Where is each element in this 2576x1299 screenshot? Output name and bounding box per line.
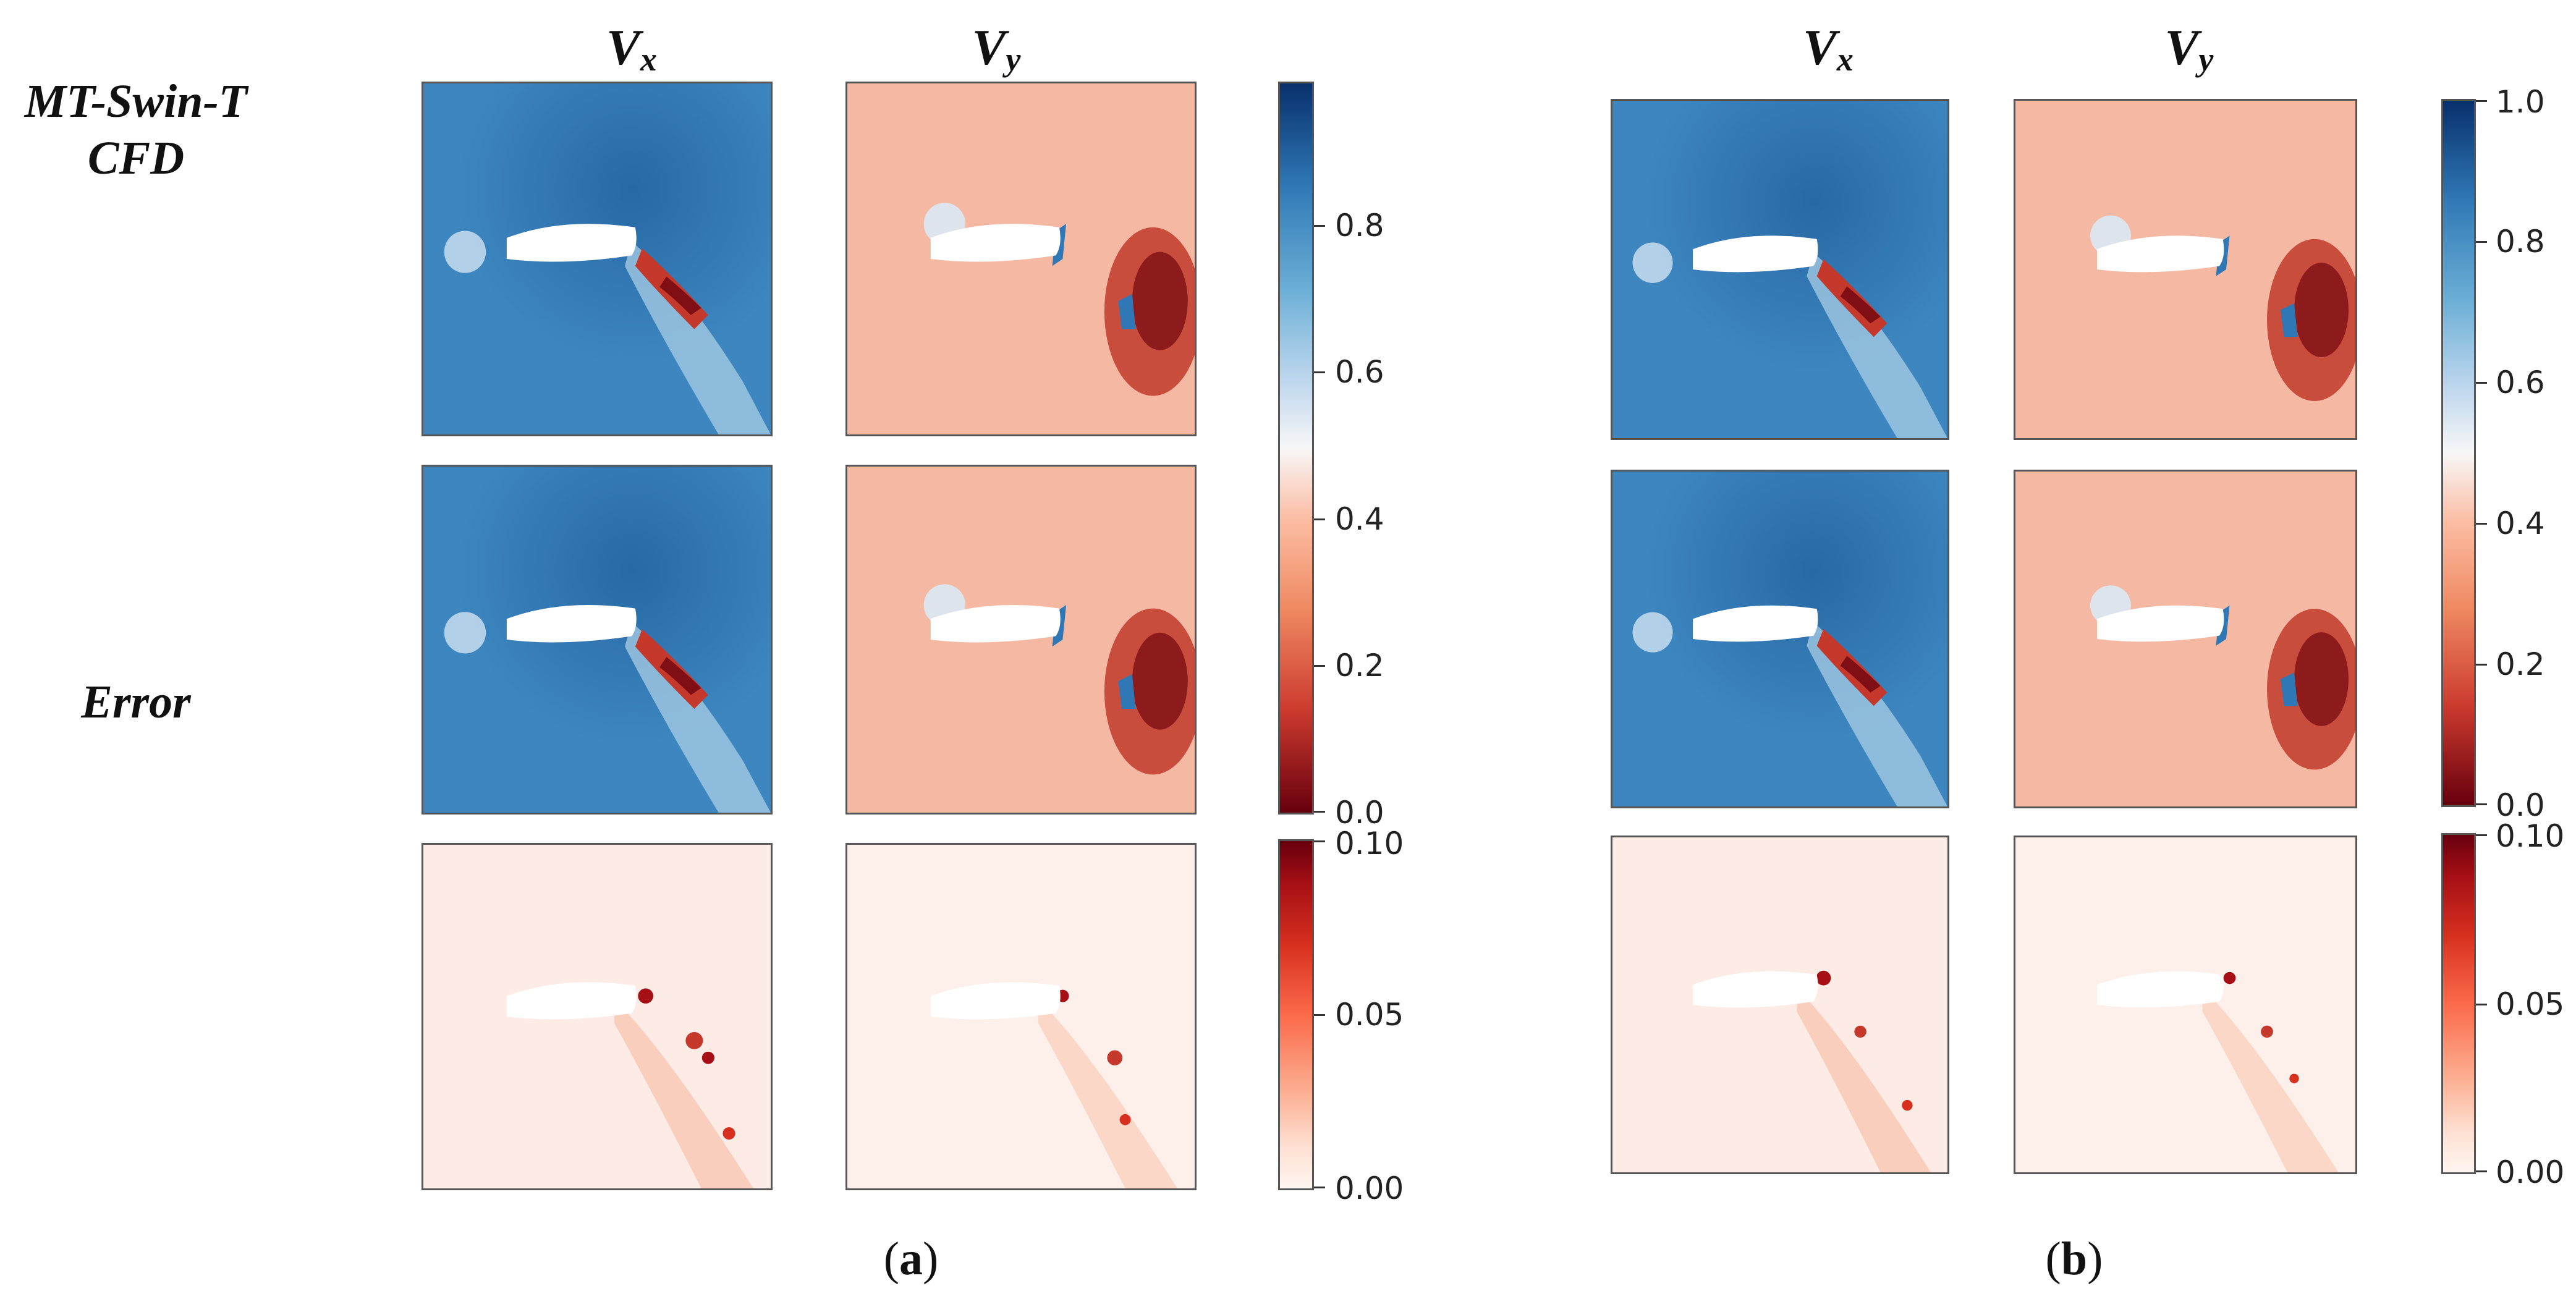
colorbar-a-tick-0p8: [1314, 225, 1325, 227]
colorbar-a-error-label-mid: 0.05: [1335, 997, 1404, 1033]
colorbar-b-label-0p2: 0.2: [2496, 646, 2545, 682]
colorbar-a-error-label-bottom: 0.00: [1335, 1170, 1404, 1206]
caption-b: (b): [2045, 1233, 2103, 1285]
colorbar-b-label-0p8: 0.8: [2496, 224, 2545, 260]
colorbar-b-error-tick-mid: [2476, 1004, 2487, 1005]
colorbar-b-error-label-mid: 0.05: [2496, 986, 2565, 1022]
colorbar-b-tick-1p0: [2476, 100, 2487, 102]
colorbar-a-label-0p8: 0.8: [1335, 208, 1384, 243]
row-label-prediction-line2: CFD: [87, 132, 185, 184]
colorbar-a-error-label-top: 0.10: [1335, 826, 1404, 861]
panel-a-vy-cfd: [845, 465, 1197, 815]
colorbar-a-label-0p2: 0.2: [1335, 648, 1384, 683]
col-header-a-vx-base: V: [606, 19, 640, 75]
col-header-b-vx-sub: x: [1836, 41, 1854, 78]
caption-a-letter: a: [899, 1233, 923, 1285]
row-label-error: Error: [81, 676, 191, 728]
col-header-b-vx: Vx: [1766, 19, 1890, 78]
colorbar-a-error-tick-mid: [1314, 1014, 1325, 1016]
panel-b-vx-cfd: [1611, 470, 1949, 808]
colorbar-a-label-0p4: 0.4: [1335, 501, 1384, 537]
colorbar-b-tick-0p2: [2476, 664, 2487, 666]
colorbar-a-tick-0p0: [1314, 811, 1325, 813]
colorbar-a-error-tick-top: [1314, 840, 1325, 842]
panel-a-vx-prediction: [422, 82, 773, 436]
colorbar-b-tick-0p0: [2476, 803, 2487, 805]
colorbar-a-label-0p6: 0.6: [1335, 354, 1384, 390]
colorbar-b-main: [2441, 99, 2476, 807]
caption-b-letter: b: [2061, 1233, 2088, 1285]
colorbar-b-label-0p0: 0.0: [2496, 787, 2545, 823]
panel-a-vy-prediction: [845, 82, 1197, 436]
panel-a-vx-error: [422, 843, 773, 1190]
colorbar-a-label-0p0: 0.0: [1335, 795, 1384, 831]
row-label-prediction: MT-Swin-T CFD: [6, 73, 266, 187]
col-header-a-vy-base: V: [972, 19, 1006, 75]
col-header-a-vy-sub: y: [1006, 41, 1021, 78]
panel-a-vy-error: [845, 843, 1197, 1190]
col-header-a-vx: Vx: [570, 19, 693, 78]
panel-b-vx-prediction: [1611, 99, 1949, 440]
colorbar-b-error-label-bottom: 0.00: [2496, 1154, 2565, 1190]
col-header-b-vy-sub: y: [2198, 41, 2214, 78]
colorbar-a-main: [1278, 82, 1314, 815]
panel-b-vy-error: [2014, 836, 2357, 1174]
col-header-b-vy: Vy: [2127, 19, 2251, 78]
colorbar-b-tick-0p4: [2476, 523, 2487, 525]
col-header-a-vx-sub: x: [640, 41, 657, 78]
colorbar-b-label-0p4: 0.4: [2496, 506, 2545, 541]
col-header-b-vx-base: V: [1803, 19, 1837, 75]
col-header-a-vy: Vy: [934, 19, 1058, 78]
colorbar-b-error-tick-bottom: [2476, 1170, 2487, 1172]
colorbar-a-tick-0p6: [1314, 371, 1325, 373]
colorbar-b-error-label-top: 0.10: [2496, 818, 2565, 854]
colorbar-b-label-1p0: 1.0: [2496, 84, 2545, 120]
colorbar-a-error: [1278, 839, 1314, 1190]
panel-b-vy-prediction: [2014, 99, 2357, 440]
caption-a: (a): [883, 1233, 939, 1285]
colorbar-b-label-0p6: 0.6: [2496, 365, 2545, 400]
colorbar-a-tick-0p2: [1314, 665, 1325, 667]
panel-b-vy-cfd: [2014, 470, 2357, 808]
colorbar-b-tick-0p8: [2476, 241, 2487, 243]
colorbar-b-error-tick-top: [2476, 834, 2487, 836]
panel-b-vx-error: [1611, 836, 1949, 1174]
col-header-b-vy-base: V: [2164, 19, 2199, 75]
panel-a-vx-cfd: [422, 465, 773, 815]
colorbar-a-tick-0p4: [1314, 518, 1325, 520]
colorbar-b-tick-0p6: [2476, 382, 2487, 384]
colorbar-b-error: [2441, 833, 2476, 1174]
row-label-prediction-line1: MT-Swin-T: [24, 75, 248, 127]
colorbar-a-error-tick-bottom: [1314, 1187, 1325, 1188]
